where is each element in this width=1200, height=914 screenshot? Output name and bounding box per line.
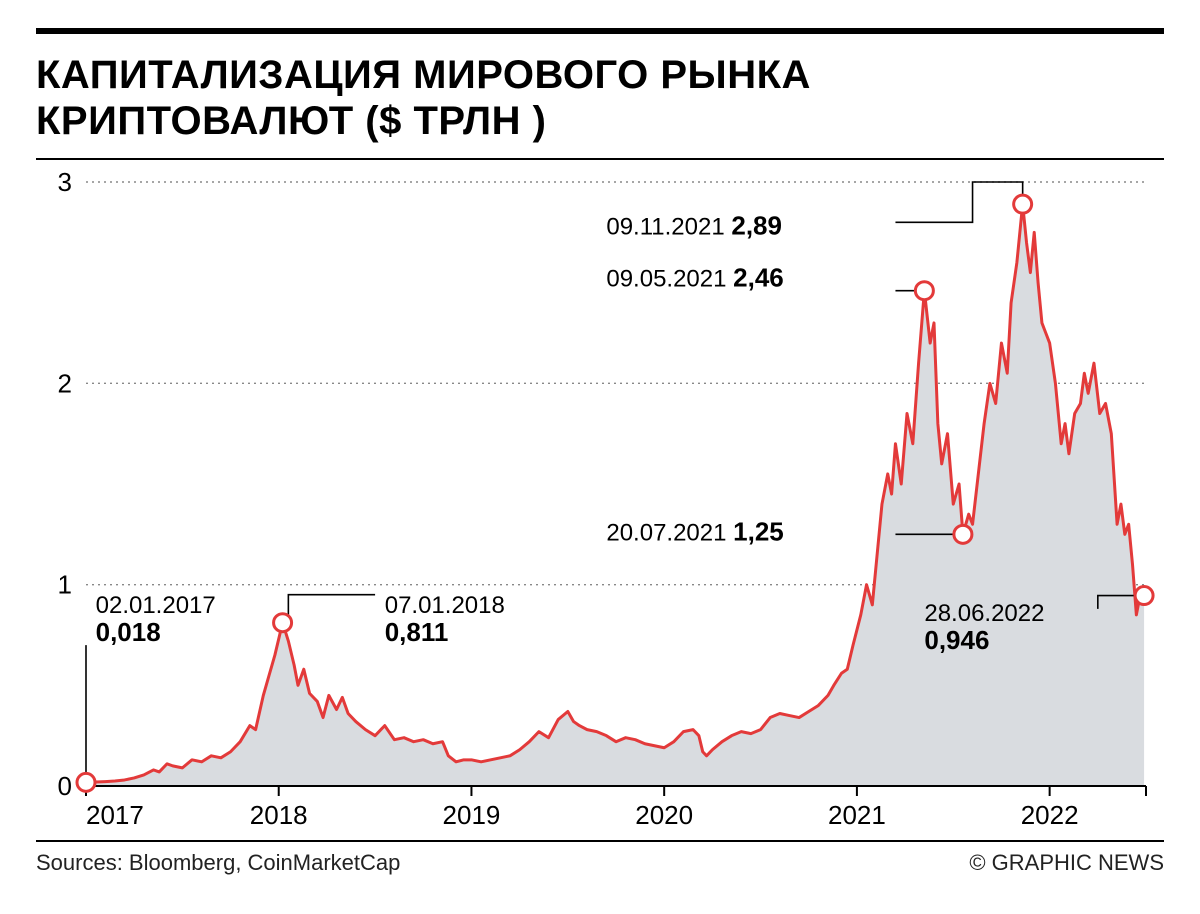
top-rule — [36, 28, 1164, 34]
svg-text:2021: 2021 — [828, 800, 886, 830]
chart-area: 012320172018201920202021202202.01.20170,… — [36, 160, 1164, 840]
title-line-1: КАПИТАЛИЗАЦИЯ МИРОВОГО РЫНКА — [36, 53, 811, 97]
svg-text:0: 0 — [58, 771, 72, 801]
svg-text:02.01.2017: 02.01.2017 — [96, 592, 216, 619]
marketcap-chart: 012320172018201920202021202202.01.20170,… — [36, 160, 1164, 840]
svg-text:09.05.2021 2,46: 09.05.2021 2,46 — [606, 263, 783, 293]
svg-text:09.11.2021 2,89: 09.11.2021 2,89 — [606, 210, 782, 240]
svg-text:2018: 2018 — [250, 800, 308, 830]
svg-text:0,811: 0,811 — [385, 617, 449, 647]
chart-footer: Sources: Bloomberg, CoinMarketCap © GRAP… — [36, 842, 1164, 876]
svg-text:3: 3 — [58, 167, 72, 197]
credit-label: © GRAPHIC NEWS — [969, 850, 1164, 876]
svg-text:2019: 2019 — [443, 800, 501, 830]
title-line-2: КРИПТОВАЛЮТ ($ ТРЛН ) — [36, 99, 546, 143]
svg-text:20.07.2021 1,25: 20.07.2021 1,25 — [606, 516, 783, 546]
svg-text:2020: 2020 — [635, 800, 693, 830]
svg-text:07.01.2018: 07.01.2018 — [385, 592, 505, 619]
svg-text:0,946: 0,946 — [924, 625, 989, 655]
svg-text:2017: 2017 — [86, 800, 144, 830]
svg-text:2: 2 — [58, 368, 72, 398]
svg-text:28.06.2022: 28.06.2022 — [924, 600, 1044, 627]
svg-text:0,018: 0,018 — [96, 617, 161, 647]
svg-text:2022: 2022 — [1021, 800, 1079, 830]
chart-title: КАПИТАЛИЗАЦИЯ МИРОВОГО РЫНКА КРИПТОВАЛЮТ… — [36, 52, 1164, 144]
sources-label: Sources: Bloomberg, CoinMarketCap — [36, 850, 400, 876]
svg-text:1: 1 — [58, 570, 72, 600]
